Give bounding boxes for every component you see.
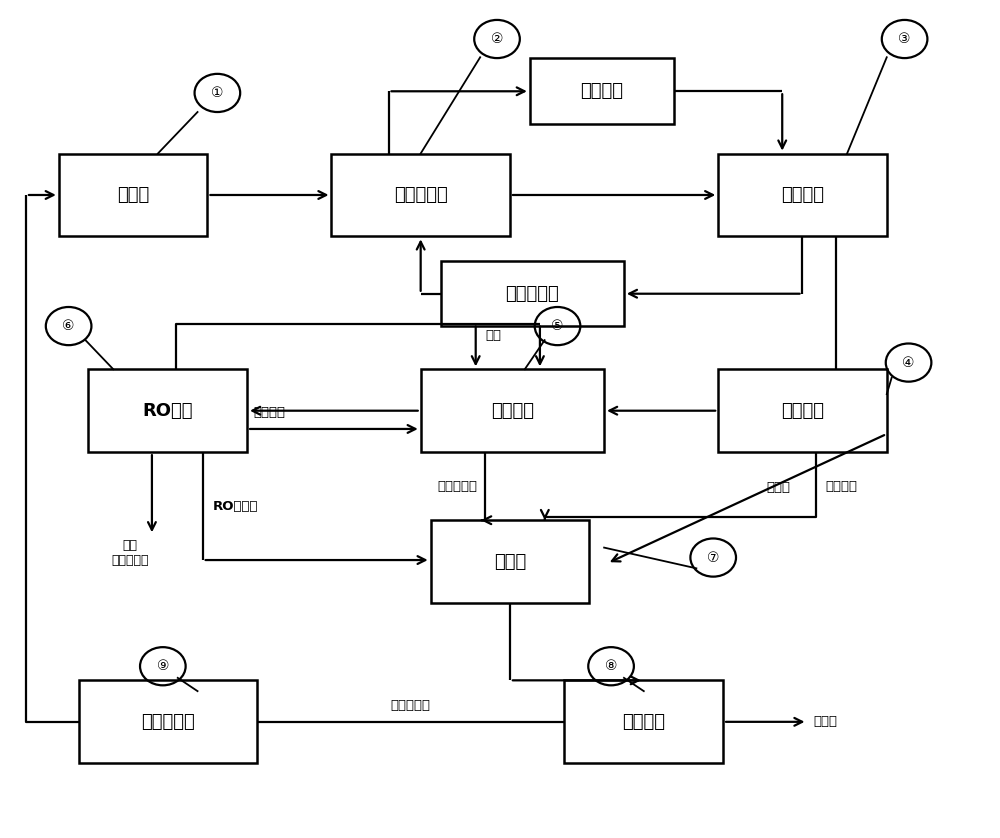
Text: 产水
回用或排放: 产水 回用或排放 — [111, 540, 149, 567]
Text: ②: ② — [491, 32, 503, 46]
Text: 反冲洗装置: 反冲洗装置 — [505, 285, 559, 303]
FancyBboxPatch shape — [530, 58, 674, 125]
FancyBboxPatch shape — [331, 153, 510, 236]
FancyBboxPatch shape — [79, 680, 257, 763]
Text: 蒸发装置: 蒸发装置 — [622, 713, 665, 731]
FancyBboxPatch shape — [718, 153, 887, 236]
Text: 浓水回流: 浓水回流 — [826, 479, 858, 493]
Text: 收集池: 收集池 — [494, 553, 526, 571]
FancyBboxPatch shape — [431, 520, 589, 603]
Text: ⑤: ⑤ — [551, 319, 564, 333]
Text: 板式换热器: 板式换热器 — [141, 713, 195, 731]
FancyBboxPatch shape — [88, 370, 247, 453]
Text: ④: ④ — [902, 355, 915, 370]
Text: ③: ③ — [898, 32, 911, 46]
Text: 再生液: 再生液 — [767, 482, 791, 494]
Text: ⑧: ⑧ — [605, 660, 617, 673]
Text: 超滤过滤: 超滤过滤 — [781, 186, 824, 204]
Text: 纳滤浓缩液: 纳滤浓缩液 — [437, 479, 477, 493]
FancyBboxPatch shape — [564, 680, 723, 763]
Text: 结晶盐: 结晶盐 — [813, 716, 837, 728]
Text: 纳滤过滤: 纳滤过滤 — [491, 401, 534, 420]
Text: 硫酸: 硫酸 — [486, 328, 502, 342]
FancyBboxPatch shape — [59, 153, 207, 236]
Text: ⑥: ⑥ — [62, 319, 75, 333]
Text: 浓水回流: 浓水回流 — [253, 406, 285, 419]
Text: ⑦: ⑦ — [707, 551, 719, 565]
Text: 软水处理: 软水处理 — [781, 401, 824, 420]
Text: 多介质过滤: 多介质过滤 — [394, 186, 448, 204]
FancyBboxPatch shape — [421, 370, 604, 453]
FancyBboxPatch shape — [718, 370, 887, 453]
Text: 调节池: 调节池 — [117, 186, 149, 204]
Text: RO过滤: RO过滤 — [143, 401, 193, 420]
Text: ①: ① — [211, 86, 224, 100]
FancyBboxPatch shape — [441, 261, 624, 326]
Text: 气洗装置: 气洗装置 — [580, 82, 623, 101]
Text: 蒸发冷凝液: 蒸发冷凝液 — [391, 699, 431, 711]
Text: ⑨: ⑨ — [157, 660, 169, 673]
Text: RO浓缩液: RO浓缩液 — [213, 499, 258, 513]
